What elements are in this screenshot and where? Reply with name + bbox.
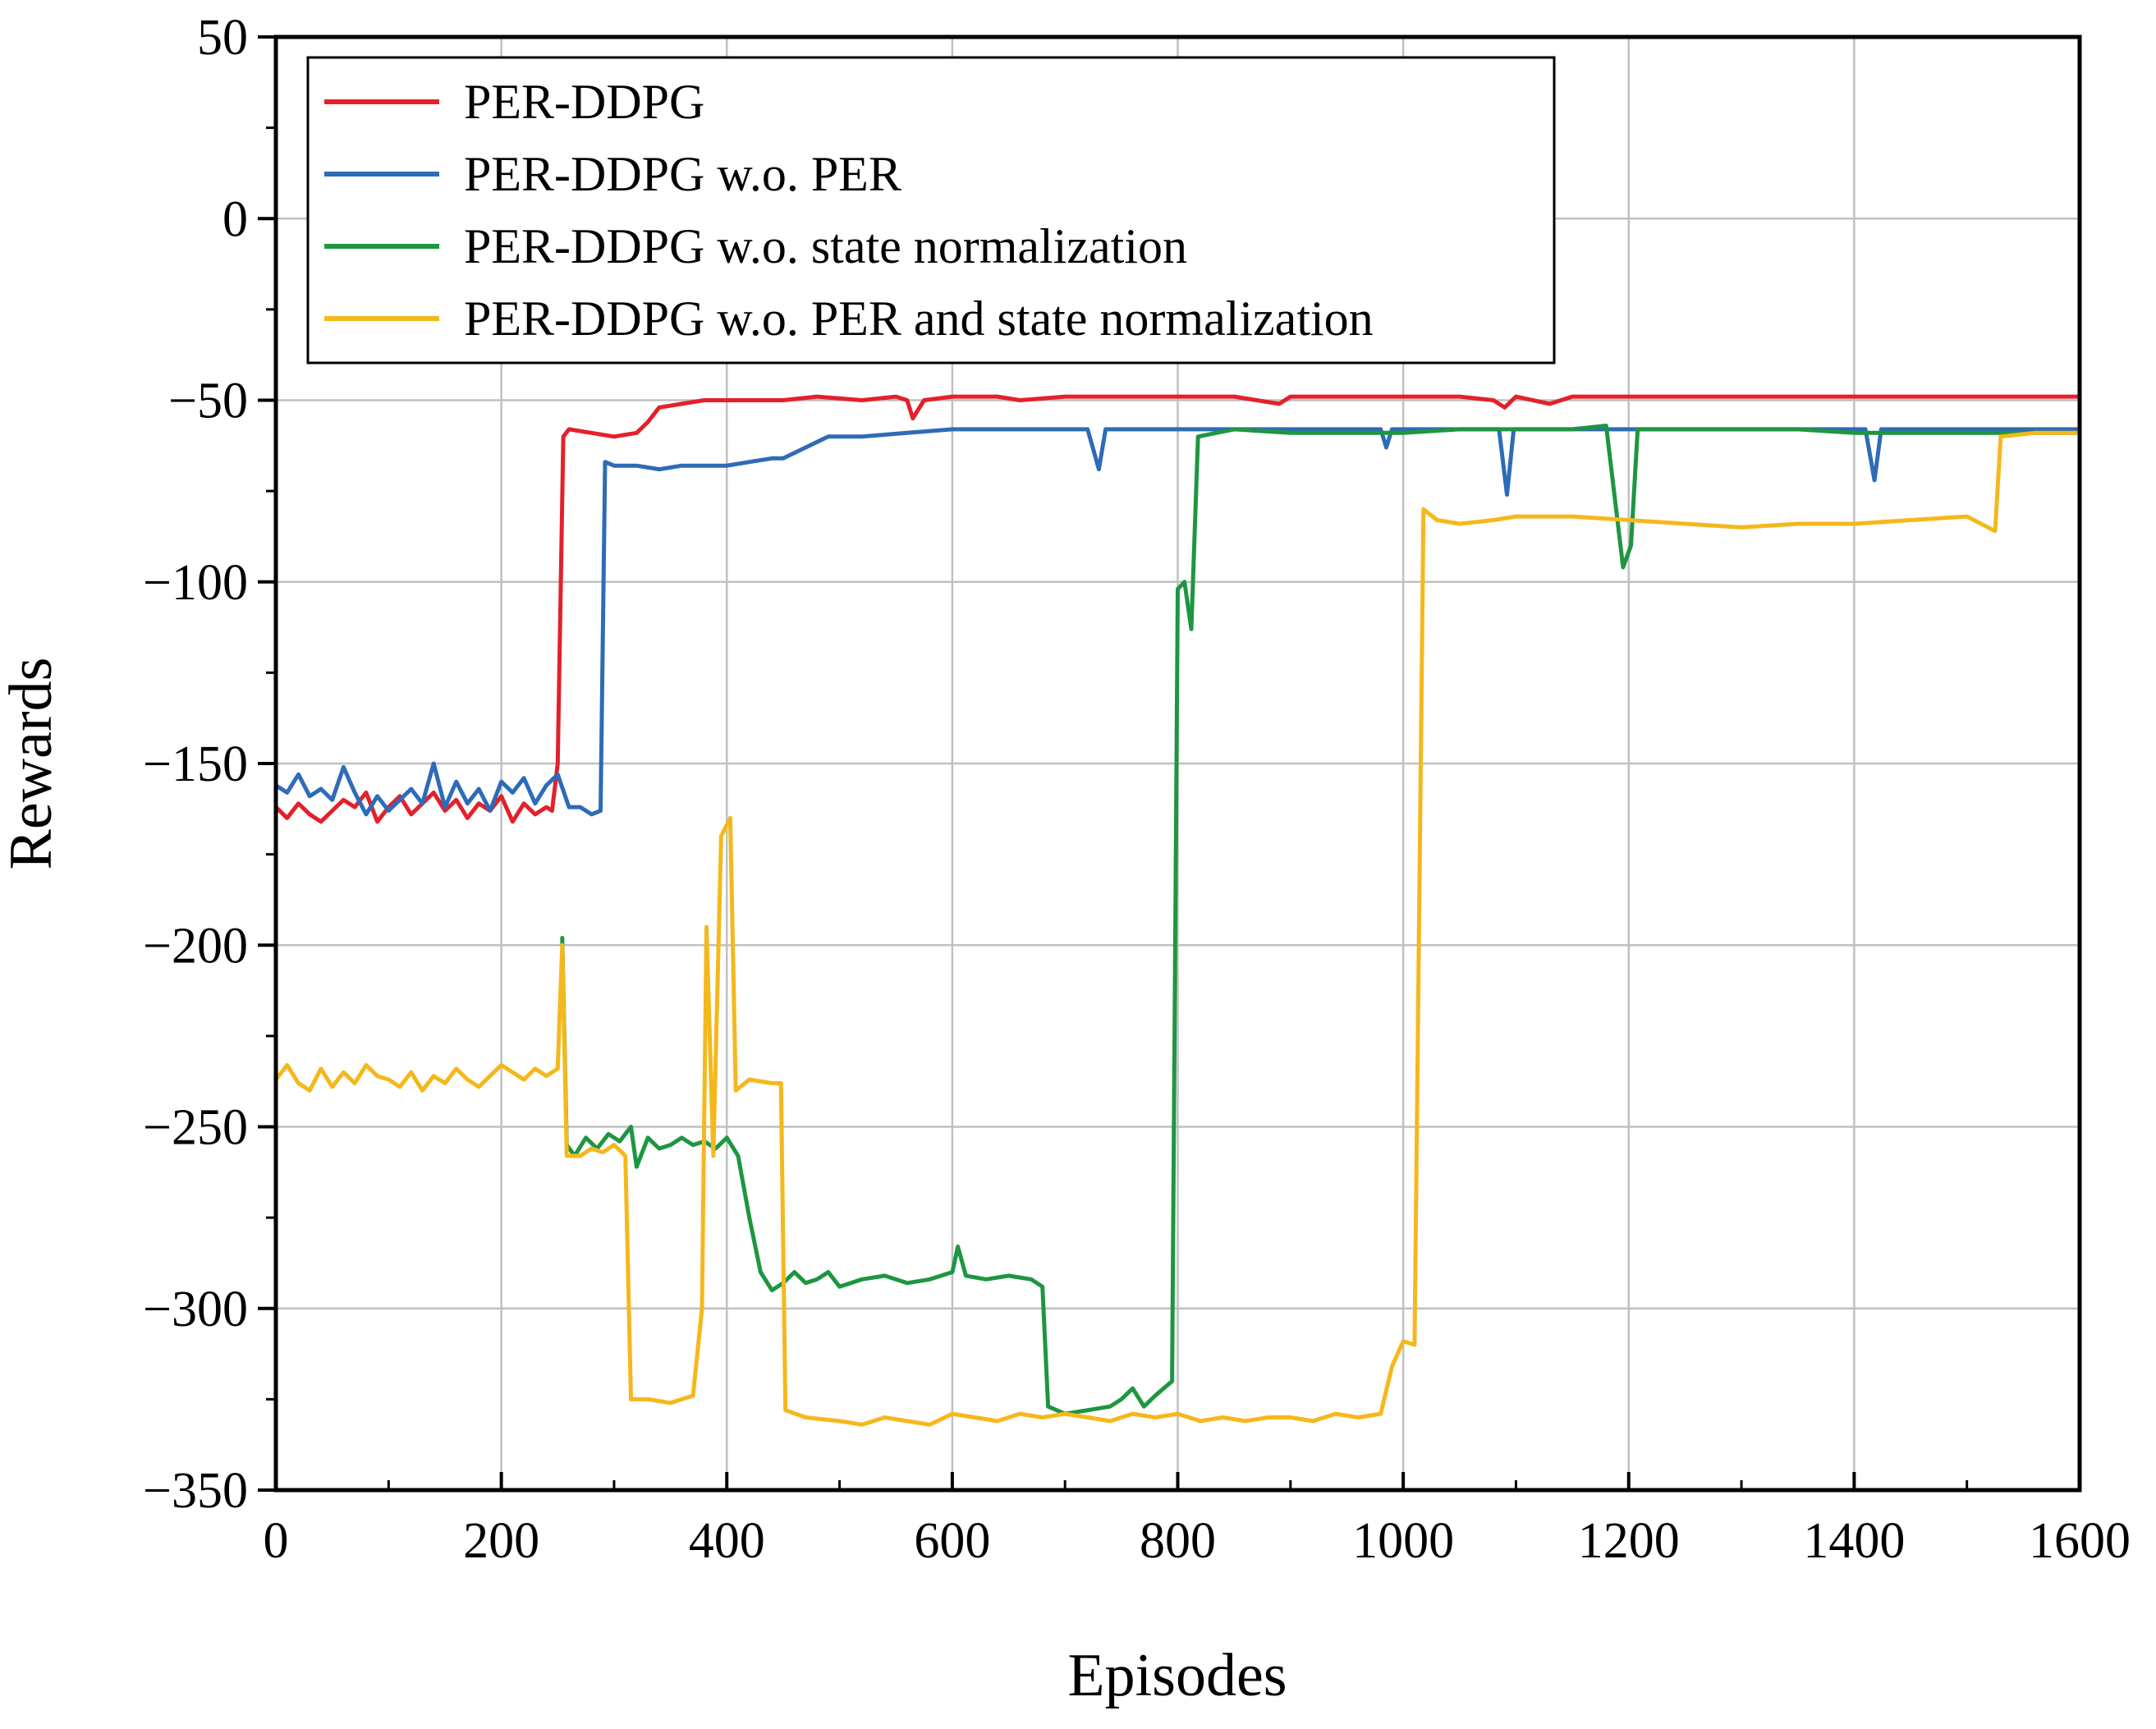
axis-ticks: 0 200 400 600 800 1000 1200 1400 1600 −350 −300 −25… <box>143 10 2131 1569</box>
x-tick-label: 1600 <box>2029 1513 2131 1569</box>
y-tick-label: −300 <box>143 1282 248 1337</box>
series-lines <box>273 394 2082 1427</box>
y-tick-label: −250 <box>143 1100 248 1156</box>
y-tick-label: −200 <box>143 918 248 974</box>
series-line-4 <box>273 430 2082 1427</box>
legend-label-3: PER-DDPG w.o. state normalization <box>464 219 1187 273</box>
legend-label-4: PER-DDPG w.o. PER and state normalizatio… <box>464 291 1374 346</box>
legend-box <box>306 56 1556 365</box>
series-line-1 <box>273 394 2082 824</box>
x-tick-label: 400 <box>689 1513 765 1569</box>
y-tick-label: 0 <box>222 191 248 247</box>
legend-label-1: PER-DDPG <box>464 75 704 129</box>
legend-label-2: PER-DDPG w.o. PER <box>464 147 901 201</box>
x-axis-title: Episodes <box>1067 1642 1287 1709</box>
x-tick-label: 0 <box>264 1513 289 1569</box>
x-tick-label: 1400 <box>1803 1513 1905 1569</box>
x-tick-label: 800 <box>1140 1513 1216 1569</box>
x-tick-label: 200 <box>463 1513 539 1569</box>
series-line-2 <box>273 427 2082 817</box>
y-tick-label: −150 <box>143 736 248 792</box>
x-tick-label: 1200 <box>1578 1513 1680 1569</box>
series-line-3 <box>560 424 2082 1416</box>
y-tick-label: −100 <box>143 555 248 611</box>
y-axis-title: Rewards <box>0 658 65 870</box>
x-tick-label: 1000 <box>1352 1513 1454 1569</box>
legend: PER-DDPG PER-DDPG w.o. PER PER-DDPG w.o. s… <box>306 56 1556 365</box>
y-tick-label: −350 <box>143 1463 248 1519</box>
x-tick-label: 600 <box>914 1513 990 1569</box>
y-tick-label: 50 <box>197 10 248 66</box>
y-tick-label: −50 <box>168 374 248 429</box>
